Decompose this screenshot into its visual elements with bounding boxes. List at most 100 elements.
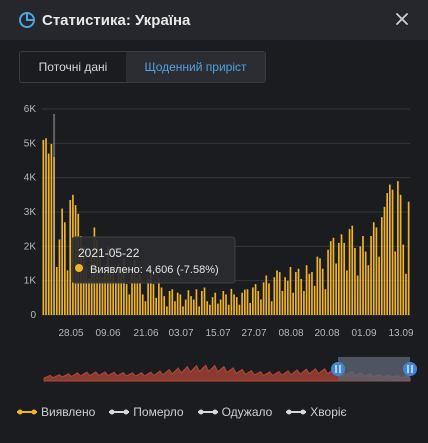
- bar: [354, 248, 356, 315]
- bar: [219, 299, 222, 315]
- hover-line: [53, 114, 56, 315]
- bar: [141, 294, 144, 315]
- bar: [241, 292, 243, 315]
- bar: [289, 266, 292, 315]
- navigator-window: [338, 357, 410, 381]
- close-icon[interactable]: [392, 9, 412, 29]
- bar: [286, 280, 289, 315]
- bar: [55, 266, 58, 315]
- bar: [120, 266, 123, 315]
- tab-current-data[interactable]: Поточні дані: [20, 52, 126, 82]
- bar: [273, 277, 276, 315]
- x-tick-label: 03.07: [168, 328, 193, 339]
- bar: [211, 297, 214, 315]
- bar: [42, 139, 45, 315]
- bar: [163, 296, 166, 315]
- bar: [152, 284, 155, 315]
- bar: [367, 265, 370, 315]
- x-axis-ticks: 28.05 09.06 21.06 03.07 15.07 27.07 08.08 20.08…: [58, 328, 413, 339]
- bar: [343, 242, 346, 315]
- bar: [176, 292, 179, 315]
- navigator-right-handle[interactable]: [403, 362, 417, 376]
- y-tick-label: 0: [30, 310, 36, 321]
- bar: [297, 268, 300, 315]
- bar: [321, 268, 324, 315]
- bar: [139, 275, 141, 315]
- legend-line-marker: [286, 409, 307, 415]
- pie-chart-icon: [19, 12, 35, 28]
- navigator[interactable]: [43, 357, 417, 382]
- bar: [101, 277, 104, 315]
- bar: [233, 294, 235, 315]
- bar: [166, 306, 168, 315]
- legend-item-recovered[interactable]: Одужало: [197, 404, 272, 420]
- bar: [370, 236, 372, 315]
- y-tick-label: 2K: [24, 241, 37, 252]
- bar: [380, 217, 383, 315]
- bar: [88, 278, 90, 315]
- bar: [58, 239, 61, 315]
- tooltip-date: 2021-05-22: [78, 246, 140, 260]
- bar: [179, 294, 182, 315]
- bar: [378, 256, 380, 315]
- bar: [329, 241, 332, 315]
- bar: [407, 201, 410, 315]
- chart-bars: [42, 114, 410, 315]
- x-tick-label: 21.06: [133, 328, 158, 339]
- bar: [171, 289, 174, 315]
- bar: [109, 270, 112, 315]
- bar: [316, 256, 319, 315]
- bar: [149, 270, 152, 315]
- y-tick-label: 4K: [24, 173, 37, 184]
- bar: [335, 263, 337, 315]
- legend-item-died[interactable]: Померло: [109, 404, 184, 420]
- bar: [90, 253, 93, 315]
- bar: [115, 282, 117, 315]
- bar: [397, 181, 399, 315]
- bar: [144, 301, 147, 315]
- legend-item-sick[interactable]: Хворіє: [286, 404, 347, 420]
- bar: [225, 294, 227, 315]
- bar: [190, 296, 192, 315]
- legend-line-marker: [197, 409, 218, 415]
- bar: [155, 297, 157, 315]
- bar: [243, 289, 246, 315]
- bar: [362, 236, 364, 315]
- bar: [405, 273, 407, 315]
- bar: [300, 278, 303, 315]
- x-tick-label: 09.06: [95, 328, 120, 339]
- x-tick-label: 13.09: [388, 328, 413, 339]
- bar: [64, 222, 66, 315]
- bar: [192, 299, 195, 315]
- view-tabs: Поточні дані Щоденний приріст: [19, 51, 266, 83]
- y-tick-label: 5K: [24, 138, 37, 149]
- bar: [305, 265, 308, 315]
- bar: [168, 290, 171, 315]
- bar: [337, 242, 340, 315]
- bar: [160, 287, 163, 315]
- bar: [252, 287, 254, 315]
- bar: [209, 304, 211, 315]
- bar: [133, 260, 136, 315]
- bar: [348, 229, 351, 315]
- bar: [45, 138, 47, 315]
- bar: [123, 258, 125, 315]
- bar: [195, 289, 198, 315]
- bar: [158, 278, 160, 315]
- bar: [125, 284, 128, 315]
- bar: [303, 290, 305, 315]
- bar: [246, 289, 249, 315]
- bar: [198, 306, 200, 315]
- tooltip: 2021-05-22 Виявлено: 4,606 (-7.58%): [71, 236, 236, 284]
- bar: [319, 258, 321, 315]
- bar: [254, 284, 257, 315]
- navigator-left-handle[interactable]: [331, 362, 345, 376]
- y-tick-label: 6K: [24, 104, 37, 115]
- bar: [281, 290, 284, 315]
- legend-item-detected[interactable]: Виявлено: [17, 404, 95, 420]
- x-tick-label: 01.09: [351, 328, 376, 339]
- tab-daily-growth[interactable]: Щоденний приріст: [126, 52, 265, 82]
- bar: [402, 244, 405, 315]
